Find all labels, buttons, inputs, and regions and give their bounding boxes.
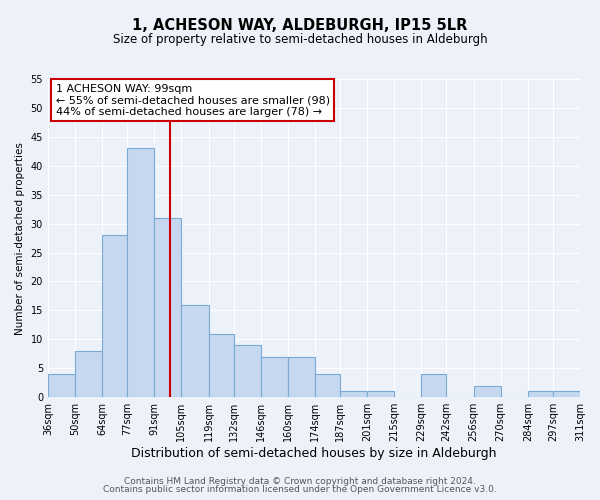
Bar — [473, 386, 500, 397]
Bar — [421, 374, 446, 397]
Bar — [553, 392, 580, 397]
X-axis label: Distribution of semi-detached houses by size in Aldeburgh: Distribution of semi-detached houses by … — [131, 447, 497, 460]
Bar — [528, 392, 553, 397]
Bar — [340, 392, 367, 397]
Text: Size of property relative to semi-detached houses in Aldeburgh: Size of property relative to semi-detach… — [113, 32, 487, 46]
Bar — [102, 235, 127, 397]
Bar — [127, 148, 154, 397]
Text: 1, ACHESON WAY, ALDEBURGH, IP15 5LR: 1, ACHESON WAY, ALDEBURGH, IP15 5LR — [133, 18, 467, 32]
Y-axis label: Number of semi-detached properties: Number of semi-detached properties — [15, 142, 25, 334]
Bar — [315, 374, 340, 397]
Bar — [154, 218, 181, 397]
Bar — [48, 374, 75, 397]
Text: Contains public sector information licensed under the Open Government Licence v3: Contains public sector information licen… — [103, 485, 497, 494]
Text: Contains HM Land Registry data © Crown copyright and database right 2024.: Contains HM Land Registry data © Crown c… — [124, 477, 476, 486]
Bar — [261, 356, 288, 397]
Bar — [288, 356, 315, 397]
Bar — [367, 392, 394, 397]
Bar — [75, 351, 102, 397]
Bar — [233, 345, 261, 397]
Bar — [181, 304, 209, 397]
Bar — [209, 334, 233, 397]
Text: 1 ACHESON WAY: 99sqm
← 55% of semi-detached houses are smaller (98)
44% of semi-: 1 ACHESON WAY: 99sqm ← 55% of semi-detac… — [56, 84, 330, 117]
